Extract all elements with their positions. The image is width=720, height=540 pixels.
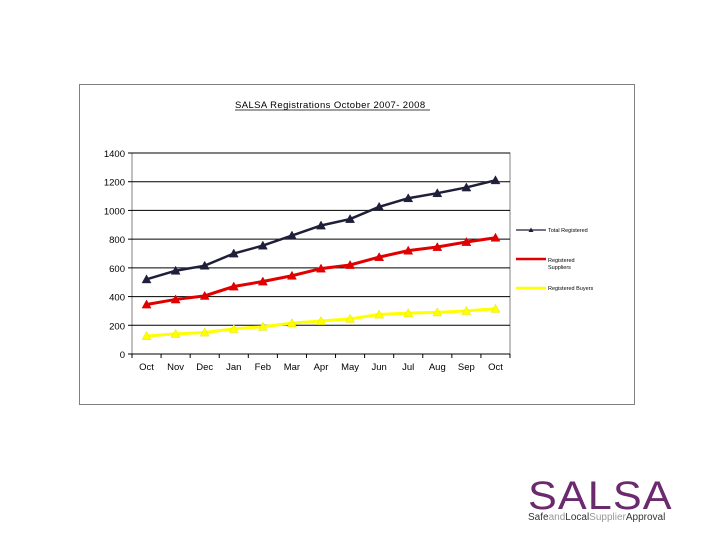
logo-tagline: SafeandLocalSupplierApproval	[528, 512, 665, 524]
data-point	[432, 307, 443, 317]
data-point	[170, 328, 181, 338]
data-point	[403, 245, 414, 255]
x-tick-label: Oct	[139, 362, 154, 373]
x-tick-label: Jul	[402, 362, 414, 373]
data-point	[432, 188, 443, 198]
data-point	[461, 182, 472, 192]
data-point	[403, 193, 414, 203]
x-tick-label: Oct	[488, 362, 503, 373]
x-tick-label: Jun	[371, 362, 386, 373]
data-point	[316, 315, 326, 325]
x-tick-label: Mar	[284, 362, 300, 373]
y-tick-label: 1200	[104, 178, 125, 189]
logo-tagline-part: and	[548, 512, 566, 523]
data-point	[432, 242, 443, 251]
data-point	[374, 309, 385, 319]
data-point	[345, 313, 356, 323]
chart-title: SALSA Registrations October 2007- 2008	[235, 100, 426, 111]
logo-wordmark: SALSA	[528, 474, 673, 518]
data-point	[316, 220, 326, 230]
y-tick-label: 200	[109, 321, 125, 332]
data-point	[141, 299, 152, 309]
data-point	[286, 270, 297, 280]
data-point	[461, 236, 472, 246]
legend-label: Registered	[548, 258, 575, 264]
legend-marker	[528, 227, 534, 232]
data-point	[286, 230, 297, 240]
y-tick-label: 800	[109, 235, 125, 246]
data-point	[257, 321, 268, 331]
y-tick-label: 600	[109, 264, 125, 275]
logo-tagline-part: Safe	[528, 512, 549, 523]
legend-label: Total Registered	[548, 228, 588, 234]
y-tick-label: 1000	[104, 206, 125, 217]
chart-frame: SALSA Registrations October 2007- 2008 0 2…	[79, 84, 635, 405]
registrations-line-chart: SALSA Registrations October 2007- 2008 0 2…	[104, 100, 594, 373]
data-point	[228, 281, 239, 291]
x-tick-label: Apr	[314, 362, 329, 373]
data-point	[490, 303, 501, 313]
x-tick-label: Dec	[196, 362, 213, 373]
x-tick-label: Nov	[167, 362, 184, 373]
legend-label: Suppliers	[548, 265, 571, 271]
data-point	[316, 263, 326, 273]
data-point	[374, 201, 385, 211]
x-tick-label: Jan	[226, 362, 241, 373]
data-point	[490, 232, 501, 242]
data-point	[199, 327, 210, 337]
data-point	[257, 276, 268, 286]
logo-tagline-part: Approval	[625, 512, 666, 523]
salsa-logo: SALSA SafeandLocalSupplierApproval	[528, 474, 684, 526]
data-point	[345, 259, 356, 269]
data-point	[257, 240, 268, 250]
data-point	[141, 331, 152, 340]
logo-tagline-part: Local	[565, 512, 590, 523]
x-tick-label: Aug	[429, 362, 446, 373]
data-point	[490, 175, 501, 185]
data-point	[374, 252, 385, 261]
data-point	[286, 318, 297, 327]
data-point	[141, 274, 152, 284]
logo-tagline-part: Supplier	[589, 512, 626, 523]
data-point	[170, 265, 181, 275]
y-tick-label: 1400	[104, 149, 125, 160]
data-point	[228, 323, 239, 333]
data-point	[170, 294, 181, 304]
x-tick-label: May	[341, 362, 359, 373]
x-tick-label: Sep	[458, 362, 475, 373]
legend-label: Registered Buyers	[548, 286, 593, 292]
data-point	[199, 260, 210, 270]
data-point	[345, 214, 356, 223]
data-point	[228, 248, 239, 258]
data-point	[461, 305, 472, 315]
y-tick-label: 400	[109, 293, 125, 304]
data-point	[199, 290, 210, 300]
x-tick-label: Feb	[255, 362, 271, 373]
data-point	[403, 308, 414, 317]
y-tick-label: 0	[120, 350, 125, 361]
